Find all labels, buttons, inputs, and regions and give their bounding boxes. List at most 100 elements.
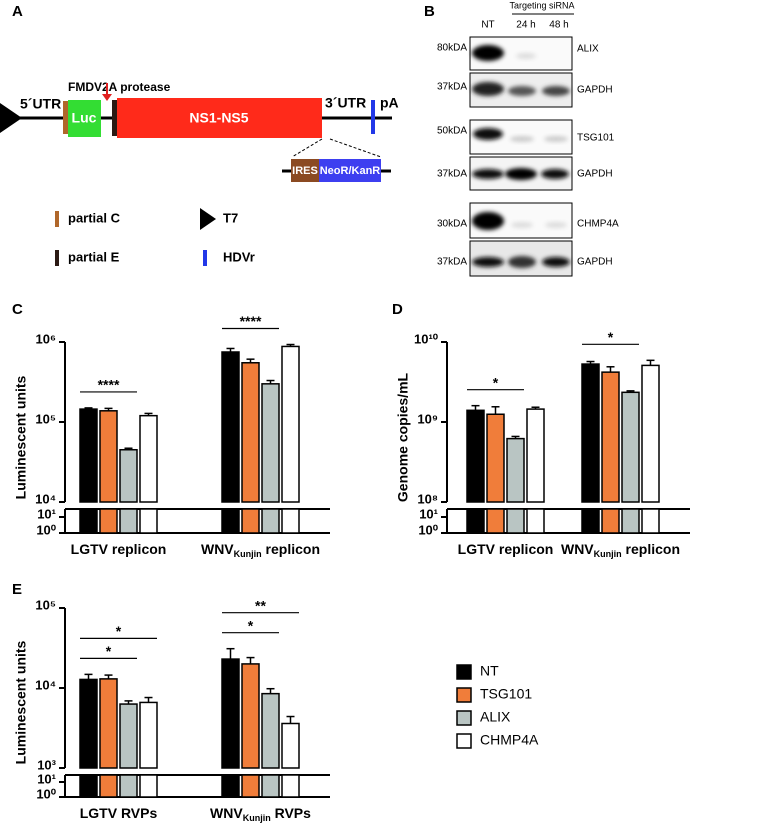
bar — [119, 703, 138, 769]
bar — [79, 678, 98, 769]
hdvr — [371, 100, 375, 134]
blot-row: 80kDA ALIX — [437, 36, 599, 71]
blot-row: 50kDA TSG101 — [437, 119, 615, 155]
x-tick-label-part: LGTV RVPs — [80, 805, 158, 821]
band — [544, 136, 568, 142]
bar — [139, 701, 158, 769]
construct-diagram: A 5´UTR Luc FMDV2A protease NS1-NS5 3´UT… — [0, 3, 399, 266]
band — [542, 86, 570, 96]
bar — [281, 722, 300, 769]
protein-label: GAPDH — [577, 257, 613, 268]
significance-label: * — [493, 374, 499, 390]
utr3: 3´UTR — [325, 95, 366, 111]
bar-stub — [641, 508, 660, 534]
band — [510, 136, 534, 142]
bar — [241, 362, 260, 503]
x-tick-label-part: Kunjin — [234, 549, 262, 559]
y-tick-label: 10³ — [37, 757, 56, 772]
x-tick-label: LGTV RVPs — [80, 805, 158, 821]
legend-label: TSG101 — [480, 686, 532, 702]
panel-label: C — [12, 301, 23, 318]
significance-label: **** — [240, 313, 262, 329]
bar — [466, 409, 485, 503]
significance-label: * — [248, 617, 254, 633]
lane-label: 48 h — [549, 20, 568, 31]
bar-stub — [621, 508, 640, 534]
partial-e — [112, 100, 117, 136]
band — [508, 256, 536, 268]
band — [542, 257, 570, 267]
bar — [621, 391, 640, 503]
bar — [99, 678, 118, 769]
protease-arrowhead — [102, 94, 112, 101]
y-axis-label: Genome copies/mL — [395, 372, 411, 502]
y-tick-label: 10¹ — [37, 506, 56, 521]
legend-swatch — [456, 733, 472, 749]
y-tick-label: 10⁰ — [418, 522, 438, 537]
ires-box — [291, 159, 319, 182]
lane-label: 24 h — [516, 20, 535, 31]
bar-stub — [79, 508, 98, 534]
bar — [506, 437, 525, 503]
legend-label: T7 — [223, 210, 238, 225]
panel-label: E — [12, 581, 22, 598]
size-label: 50kDA — [437, 126, 467, 137]
western-blot: B Targeting siRNA NT 24 h 48 h 80kDA ALI… — [424, 0, 619, 277]
x-tick-label-part: LGTV replicon — [71, 541, 167, 557]
panel-label: B — [424, 3, 435, 20]
x-tick-label-part: RVPs — [271, 805, 311, 821]
band — [545, 222, 567, 228]
bar — [99, 410, 118, 503]
bar — [641, 364, 660, 503]
bar-stub — [119, 774, 138, 798]
bar-stub — [221, 508, 240, 534]
bar — [221, 658, 240, 769]
protease-label: FMDV2A protease — [68, 80, 171, 94]
bar — [601, 371, 620, 503]
y-tick-label: 10⁴ — [35, 491, 56, 506]
x-tick-label-part: replicon — [262, 541, 320, 557]
size-label: 37kDA — [437, 257, 467, 268]
blot-row: 37kDA GAPDH — [437, 156, 613, 191]
x-tick-label-part: Kunjin — [243, 813, 271, 823]
bar-stub — [99, 774, 118, 798]
bar — [119, 448, 138, 503]
band — [516, 53, 536, 59]
utr5: 5´UTR — [20, 96, 61, 112]
protein-label: GAPDH — [577, 85, 613, 96]
legend-swatch — [55, 250, 59, 266]
bar-stub — [581, 508, 600, 534]
bar-stub — [281, 508, 300, 534]
bar-stub — [261, 774, 280, 798]
significance-label: * — [106, 643, 112, 659]
band — [472, 212, 504, 230]
bar-stub — [241, 774, 260, 798]
luc-box — [68, 100, 101, 137]
y-tick-label: 10⁰ — [36, 786, 56, 801]
bar — [241, 663, 260, 769]
size-label: 37kDA — [437, 169, 467, 180]
x-tick-label: WNVKunjin replicon — [201, 541, 320, 560]
band — [472, 257, 504, 267]
band — [472, 169, 504, 179]
y-tick-label: 10⁸ — [417, 491, 438, 506]
targeting-label: Targeting siRNA — [509, 0, 574, 10]
neo-box — [319, 159, 381, 182]
band — [472, 45, 504, 61]
zoom-line — [291, 138, 323, 158]
partial-c — [63, 101, 68, 134]
protein-label: TSG101 — [577, 133, 615, 144]
significance-label: **** — [98, 377, 120, 393]
y-tick-label: 10¹ — [419, 506, 438, 521]
bar — [486, 413, 505, 503]
protein-label: GAPDH — [577, 169, 613, 180]
bar — [261, 383, 280, 503]
bar-stub — [99, 508, 118, 534]
x-tick-label: WNVKunjin replicon — [561, 541, 680, 560]
bar-stub — [486, 508, 505, 534]
legend-label: partial C — [68, 210, 121, 225]
bar-stub — [79, 774, 98, 798]
x-tick-label: WNVKunjin RVPs — [210, 805, 311, 824]
legend-swatch — [200, 208, 216, 230]
